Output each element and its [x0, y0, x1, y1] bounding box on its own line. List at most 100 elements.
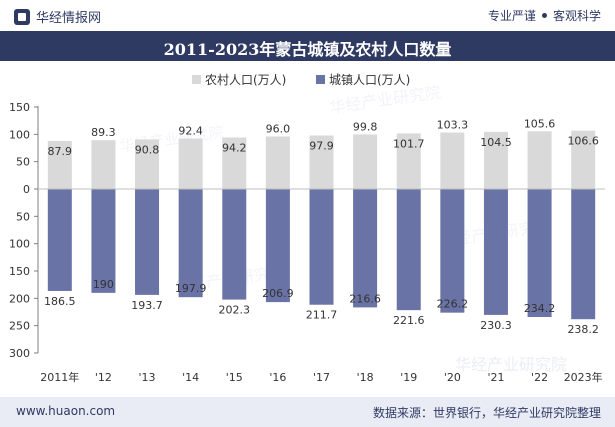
bar-rural	[265, 136, 290, 189]
data-label-rural: 106.6	[567, 135, 599, 148]
chart-title: 2011-2023年蒙古城镇及农村人口数量	[163, 40, 452, 59]
bar-rural	[47, 140, 72, 189]
x-tick-label: '17	[313, 371, 330, 384]
data-label-urban: 186.5	[44, 295, 76, 308]
bar-rural	[483, 131, 508, 189]
data-label-urban: 197.9	[175, 282, 207, 295]
bar-rural	[353, 134, 378, 189]
y-tick-label: 50	[16, 156, 30, 169]
bar-urban	[353, 189, 378, 308]
x-tick-label: 2011年	[40, 370, 79, 384]
x-tick-label: '15	[226, 371, 243, 384]
slogan: 专业严谨 客观科学	[488, 7, 601, 24]
data-label-urban: 226.2	[437, 298, 469, 311]
website-link[interactable]: www.huaon.com	[16, 404, 116, 418]
data-label-urban: 193.7	[131, 299, 163, 312]
y-tick-label: 100	[9, 238, 30, 251]
bar-rural	[527, 131, 552, 189]
y-tick-label: 150	[9, 101, 30, 114]
bar-rural	[178, 138, 203, 189]
bar-rural	[222, 137, 247, 189]
x-tick-label: '13	[139, 371, 156, 384]
brand[interactable]: 华经情报网	[14, 7, 101, 26]
data-label-rural: 101.7	[393, 137, 425, 150]
footer: www.huaon.com 数据来源：世界银行，华经产业研究院整理	[0, 397, 615, 427]
bar-rural	[135, 139, 160, 189]
bar-rural	[440, 132, 465, 189]
data-label-urban: 206.9	[262, 287, 294, 300]
bars	[47, 130, 596, 320]
legend-label-rural: 农村人口(万人)	[205, 73, 286, 87]
data-label-rural: 97.9	[309, 139, 334, 152]
watermark-text: 华经产业研究院	[455, 355, 567, 374]
brand-name: 华经情报网	[36, 11, 102, 26]
slogan-right: 客观科学	[552, 9, 601, 23]
x-tick-label: '16	[269, 371, 286, 384]
data-label-rural: 105.6	[524, 117, 556, 130]
y-tick-label: 50	[16, 210, 30, 223]
x-tick-label: '18	[357, 371, 374, 384]
y-axis-ticks: 150 100 50 0 50 100 150 200 250 300	[9, 101, 38, 360]
bar-rural	[91, 140, 116, 189]
x-tick-label: 2023年	[564, 370, 603, 384]
data-label-urban: 234.2	[524, 302, 556, 315]
data-source: 数据来源：世界银行，华经产业研究院整理	[372, 406, 601, 420]
bar-urban	[440, 189, 465, 313]
bar-urban	[222, 189, 247, 300]
chart: 华经产业研究院 华经产业研究院 华经产业研究院 华经产业研究院 华经产业研究院 …	[9, 73, 605, 384]
data-label-urban: 238.2	[567, 323, 599, 336]
slogan-left: 专业严谨	[487, 9, 536, 23]
x-tick-label: '12	[95, 371, 112, 384]
y-tick-label: 150	[9, 265, 30, 278]
bar-rural	[571, 130, 596, 189]
bullet-dot-icon	[541, 13, 547, 18]
data-label-rural: 103.3	[437, 119, 469, 132]
data-label-urban: 202.3	[219, 304, 251, 317]
legend-swatch-urban	[316, 75, 325, 84]
y-tick-label: 100	[9, 128, 30, 141]
y-tick-label: 200	[9, 292, 30, 305]
data-label-rural: 92.4	[178, 124, 203, 137]
bar-urban	[178, 189, 203, 298]
x-tick-label: '21	[487, 371, 504, 384]
data-label-urban: 216.6	[349, 292, 381, 305]
y-tick-label: 250	[9, 320, 30, 333]
bar-urban	[483, 189, 508, 315]
bar-urban	[135, 189, 160, 295]
x-tick-label: '19	[400, 371, 417, 384]
bar-rural	[309, 135, 334, 189]
y-tick-label: 300	[9, 347, 30, 360]
bar-urban	[265, 189, 290, 303]
legend-swatch-rural	[192, 75, 201, 84]
bar-urban	[527, 189, 552, 318]
legend-label-urban: 城镇人口(万人)	[329, 73, 410, 87]
bar-urban	[91, 189, 116, 293]
bar-urban	[571, 189, 596, 320]
bar-urban	[396, 189, 421, 311]
bar-urban	[309, 189, 334, 305]
data-label-rural: 96.0	[266, 123, 291, 136]
data-label-rural: 90.8	[135, 143, 160, 156]
data-label-rural: 99.8	[353, 120, 378, 133]
data-label-urban: 190	[93, 278, 114, 291]
data-label-urban: 211.7	[306, 309, 338, 322]
data-label-rural: 87.9	[48, 145, 73, 158]
data-label-urban: 221.6	[393, 314, 425, 327]
y-tick-label: 0	[23, 183, 30, 196]
watermark-text: 华经产业研究院	[328, 83, 442, 117]
top-bar: 华经情报网 专业严谨 客观科学	[0, 0, 615, 30]
data-label-urban: 230.3	[480, 319, 512, 332]
bar-rural	[396, 133, 421, 189]
data-labels: 87.9 186.5 89.3 190 90.8 193.7 92.4 197.9 94.2 20…	[44, 117, 599, 336]
x-tick-label: '14	[182, 371, 199, 384]
data-label-rural: 104.5	[480, 136, 512, 149]
brand-logo-icon	[14, 8, 30, 25]
title-bar: 2011-2023年蒙古城镇及农村人口数量	[0, 31, 615, 61]
data-label-rural: 94.2	[222, 142, 247, 155]
legend: 农村人口(万人) 城镇人口(万人)	[192, 73, 410, 87]
bar-urban	[47, 189, 72, 291]
x-axis-ticks: 2011年 '12 '13 '14 '15 '16 '17 '18 '19 '20 '21 '22 20…	[40, 370, 602, 384]
x-tick-label: '22	[531, 371, 548, 384]
x-tick-label: '20	[444, 371, 461, 384]
data-label-rural: 89.3	[91, 126, 116, 139]
